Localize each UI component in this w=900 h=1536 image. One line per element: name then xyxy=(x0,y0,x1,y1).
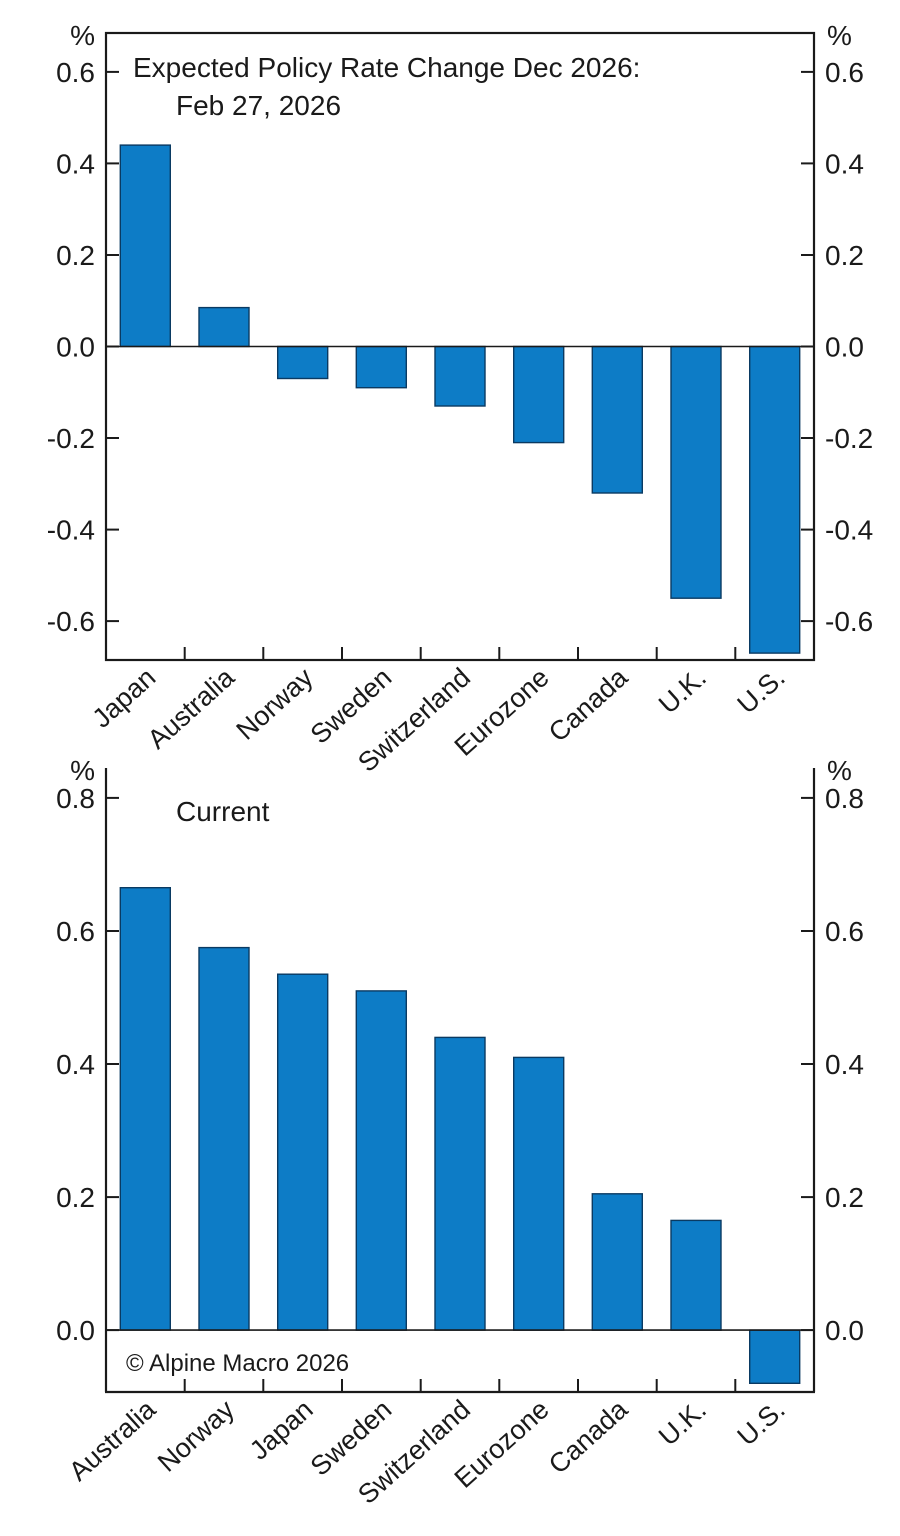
x-category-label-australia: Australia xyxy=(63,1394,162,1487)
chart-expected-change: 0.6 0.6 0.4 0.4 0.2 0.2 0.0 0.0 -0.2 -0.2 -0.4 -0.4… xyxy=(47,20,874,778)
bottom-chart-title: Current xyxy=(176,796,270,827)
bar-switzerland xyxy=(434,1036,486,1331)
y-tick-label-right: 0.0 xyxy=(825,1315,864,1346)
x-category-label-canada: Canada xyxy=(543,1394,634,1480)
y-tick-label-right: 0.8 xyxy=(825,783,864,814)
bar-switzerland xyxy=(434,345,486,407)
bar-sweden xyxy=(355,345,407,389)
bar-australia xyxy=(198,306,250,348)
y-tick-label-left: 0.4 xyxy=(56,148,95,179)
x-category-label-us: U.S. xyxy=(732,662,791,719)
bar-canada xyxy=(591,1193,643,1331)
bar-us xyxy=(749,345,801,654)
top-chart-title: Expected Policy Rate Change Dec 2026: xyxy=(133,52,641,83)
chart-current: 0.8 0.8 0.6 0.6 0.4 0.4 0.2 0.2 0.0 0.0% % Australi… xyxy=(56,755,864,1510)
x-category-label-uk: U.K. xyxy=(653,1394,712,1451)
bar-sweden xyxy=(355,990,407,1331)
y-axis-unit-left: % xyxy=(70,755,95,786)
copyright-credit: © Alpine Macro 2026 xyxy=(126,1350,350,1377)
bar-uk xyxy=(670,345,722,599)
y-tick-label-right: 0.4 xyxy=(825,148,864,179)
bar-us xyxy=(749,1329,801,1384)
y-tick-label-left: 0.6 xyxy=(56,57,95,88)
bar-australia xyxy=(119,887,172,1331)
y-tick-label-right: -0.4 xyxy=(825,515,873,546)
y-tick-label-left: 0.2 xyxy=(56,240,95,271)
y-axis-unit-left: % xyxy=(70,20,95,51)
y-tick-label-right: 0.0 xyxy=(825,332,864,363)
y-tick-label-right: 0.6 xyxy=(825,916,864,947)
y-tick-label-right: 0.2 xyxy=(825,1182,864,1213)
y-axis-unit-right: % xyxy=(827,20,852,51)
x-category-label-canada: Canada xyxy=(543,662,634,748)
bar-canada xyxy=(591,345,643,494)
y-tick-label-right: -0.6 xyxy=(825,606,873,637)
x-category-label-norway: Norway xyxy=(231,662,319,746)
y-tick-label-left: 0.6 xyxy=(56,916,95,947)
bar-norway xyxy=(277,345,329,380)
x-category-label-us: U.S. xyxy=(732,1394,791,1451)
y-tick-label-right: 0.4 xyxy=(825,1049,864,1080)
y-tick-label-right: 0.6 xyxy=(825,57,864,88)
y-tick-label-left: 0.0 xyxy=(56,332,95,363)
x-category-label-japan: Japan xyxy=(87,662,162,734)
y-tick-label-right: 0.2 xyxy=(825,240,864,271)
y-tick-label-left: 0.8 xyxy=(56,783,95,814)
bar-eurozone xyxy=(513,345,565,444)
x-category-label-japan: Japan xyxy=(244,1394,319,1466)
x-category-label-norway: Norway xyxy=(152,1394,240,1478)
y-axis-unit-right: % xyxy=(827,755,852,786)
x-category-label-australia: Australia xyxy=(142,662,241,755)
x-category-label-uk: U.K. xyxy=(653,662,712,719)
y-tick-label-left: -0.2 xyxy=(47,423,95,454)
y-tick-label-left: -0.6 xyxy=(47,606,95,637)
bar-uk xyxy=(670,1219,722,1331)
y-tick-label-left: 0.2 xyxy=(56,1182,95,1213)
top-chart-subtitle: Feb 27, 2026 xyxy=(176,90,342,121)
bar-norway xyxy=(198,946,250,1331)
y-tick-label-left: -0.4 xyxy=(47,515,95,546)
y-tick-label-left: 0.4 xyxy=(56,1049,95,1080)
bar-japan xyxy=(277,973,329,1331)
bar-eurozone xyxy=(513,1056,565,1331)
bar-japan xyxy=(119,144,172,348)
y-tick-label-left: 0.0 xyxy=(56,1315,95,1346)
y-tick-label-right: -0.2 xyxy=(825,423,873,454)
